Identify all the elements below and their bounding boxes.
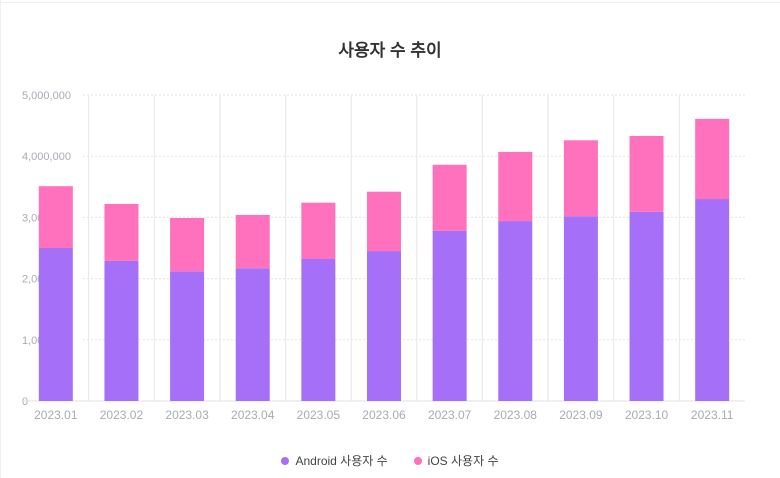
bar-ios xyxy=(104,203,139,261)
x-tick-label: 2023.10 xyxy=(625,408,669,422)
left-border xyxy=(0,0,1,478)
bar-android xyxy=(170,271,205,401)
x-tick-label: 2023.11 xyxy=(691,408,734,422)
x-tick-label: 2023.06 xyxy=(362,408,406,422)
bar-android xyxy=(695,199,730,401)
bar-android xyxy=(104,260,139,401)
x-tick-label: 2023.02 xyxy=(100,408,144,422)
legend: Android 사용자 수 iOS 사용자 수 xyxy=(0,452,780,469)
bar-android xyxy=(629,211,664,401)
legend-item-ios[interactable]: iOS 사용자 수 xyxy=(413,452,499,469)
bar-android xyxy=(235,268,270,401)
bar-ios xyxy=(38,186,73,248)
x-tick-label: 2023.05 xyxy=(297,408,341,422)
bar-ios xyxy=(695,118,730,200)
y-tick-label: 5,000,000 xyxy=(22,90,71,102)
legend-dot-icon xyxy=(281,456,290,465)
bar-android xyxy=(432,230,467,401)
x-tick-label: 2023.03 xyxy=(165,408,209,422)
x-tick-label: 2023.01 xyxy=(34,408,78,422)
bar-ios xyxy=(629,136,664,212)
top-border xyxy=(0,2,780,3)
bar-ios xyxy=(170,218,205,272)
x-tick-label: 2023.04 xyxy=(231,408,275,422)
bar-android xyxy=(498,221,533,401)
bar-ios xyxy=(367,191,401,252)
x-tick-label: 2023.09 xyxy=(559,408,603,422)
bar-android xyxy=(38,248,73,401)
legend-label: iOS 사용자 수 xyxy=(427,454,499,468)
chart-title: 사용자 수 추이 xyxy=(338,41,442,60)
legend-item-android[interactable]: Android 사용자 수 xyxy=(281,452,388,469)
x-tick-label: 2023.08 xyxy=(494,408,538,422)
bar-android xyxy=(367,251,401,401)
y-tick-label: 4,000,000 xyxy=(22,151,71,163)
bar-ios xyxy=(432,164,467,231)
y-tick-label: 0 xyxy=(22,396,28,408)
bar-ios xyxy=(563,140,598,217)
bar-android xyxy=(301,259,336,401)
legend-dot-icon xyxy=(413,456,422,465)
bar-android xyxy=(563,216,598,401)
bar-ios xyxy=(235,214,270,269)
bar-ios xyxy=(301,202,336,260)
bar-ios xyxy=(498,151,533,222)
x-tick-label: 2023.07 xyxy=(428,408,472,422)
legend-label: Android 사용자 수 xyxy=(295,454,388,468)
